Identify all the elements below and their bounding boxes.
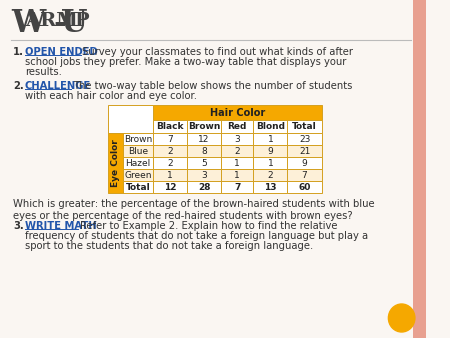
- Bar: [123, 133, 153, 145]
- Text: 5: 5: [201, 159, 207, 168]
- Text: 3: 3: [201, 170, 207, 179]
- Bar: [187, 120, 221, 133]
- Text: W: W: [11, 8, 45, 39]
- Text: 7: 7: [302, 170, 307, 179]
- Bar: [221, 169, 253, 181]
- Text: The two-way table below shows the number of students: The two-way table below shows the number…: [73, 81, 352, 91]
- Text: 21: 21: [299, 146, 310, 155]
- Text: Blond: Blond: [256, 122, 285, 131]
- Text: 1: 1: [234, 159, 240, 168]
- Text: OPEN ENDED: OPEN ENDED: [25, 47, 97, 57]
- Bar: [153, 181, 187, 193]
- Bar: [153, 157, 187, 169]
- Text: sport to the students that do not take a foreign language.: sport to the students that do not take a…: [25, 241, 313, 251]
- Text: with each hair color and eye color.: with each hair color and eye color.: [25, 91, 197, 101]
- Text: 1: 1: [234, 170, 240, 179]
- Bar: [221, 133, 253, 145]
- Bar: [253, 145, 288, 157]
- Text: 13: 13: [264, 183, 277, 192]
- Text: Which is greater: the percentage of the brown-haired students with blue
eyes or : Which is greater: the percentage of the …: [13, 199, 375, 221]
- Bar: [108, 133, 123, 193]
- Circle shape: [388, 304, 415, 332]
- Bar: [123, 157, 153, 169]
- Text: 8: 8: [201, 146, 207, 155]
- Text: 9: 9: [302, 159, 307, 168]
- Text: Total: Total: [292, 122, 317, 131]
- Bar: [108, 105, 153, 133]
- Text: 1.: 1.: [13, 47, 24, 57]
- Bar: [288, 145, 322, 157]
- Text: Brown: Brown: [188, 122, 220, 131]
- Text: Hazel: Hazel: [125, 159, 150, 168]
- Bar: [123, 181, 153, 193]
- Text: Green: Green: [124, 170, 152, 179]
- Bar: [123, 169, 153, 181]
- Bar: [153, 169, 187, 181]
- Bar: [288, 120, 322, 133]
- Text: 12: 12: [198, 135, 210, 144]
- Text: results.: results.: [25, 67, 62, 77]
- Bar: [221, 157, 253, 169]
- Text: Total: Total: [126, 183, 150, 192]
- Text: Blue: Blue: [128, 146, 148, 155]
- Text: 2: 2: [234, 146, 240, 155]
- Bar: [253, 169, 288, 181]
- Text: 2: 2: [268, 170, 273, 179]
- Text: 1: 1: [268, 159, 273, 168]
- Bar: [288, 133, 322, 145]
- Text: Red: Red: [228, 122, 247, 131]
- Text: Survey your classmates to find out what kinds of after: Survey your classmates to find out what …: [82, 47, 353, 57]
- Bar: [187, 169, 221, 181]
- Text: 3.: 3.: [13, 221, 24, 231]
- Bar: [187, 133, 221, 145]
- Text: 60: 60: [298, 183, 311, 192]
- Text: Refer to Example 2. Explain how to find the relative: Refer to Example 2. Explain how to find …: [80, 221, 337, 231]
- Bar: [153, 133, 187, 145]
- Bar: [253, 120, 288, 133]
- Text: 2: 2: [167, 159, 173, 168]
- Bar: [221, 145, 253, 157]
- Text: 7: 7: [167, 135, 173, 144]
- Text: 28: 28: [198, 183, 211, 192]
- Bar: [153, 105, 322, 120]
- Text: -: -: [53, 8, 66, 39]
- Text: ARM: ARM: [25, 12, 77, 30]
- Bar: [288, 157, 322, 169]
- Bar: [221, 120, 253, 133]
- Text: Eye Color: Eye Color: [111, 139, 120, 187]
- Bar: [153, 120, 187, 133]
- Text: school jobs they prefer. Make a two-way table that displays your: school jobs they prefer. Make a two-way …: [25, 57, 346, 67]
- Text: P: P: [74, 12, 89, 30]
- Text: 7: 7: [234, 183, 240, 192]
- Bar: [153, 145, 187, 157]
- Text: 1: 1: [167, 170, 173, 179]
- Text: 12: 12: [164, 183, 176, 192]
- Text: Hair Color: Hair Color: [210, 107, 265, 118]
- Bar: [187, 157, 221, 169]
- Bar: [288, 181, 322, 193]
- Text: 23: 23: [299, 135, 310, 144]
- Text: Brown: Brown: [124, 135, 152, 144]
- Bar: [288, 169, 322, 181]
- Text: 2: 2: [167, 146, 173, 155]
- Text: 9: 9: [268, 146, 273, 155]
- Text: Black: Black: [156, 122, 184, 131]
- Bar: [253, 157, 288, 169]
- Text: 3: 3: [234, 135, 240, 144]
- Bar: [187, 181, 221, 193]
- Bar: [253, 133, 288, 145]
- Text: CHALLENGE: CHALLENGE: [25, 81, 91, 91]
- Text: 2.: 2.: [13, 81, 24, 91]
- Text: U: U: [61, 8, 87, 39]
- Bar: [253, 181, 288, 193]
- Bar: [187, 145, 221, 157]
- Bar: [123, 145, 153, 157]
- Text: frequency of students that do not take a foreign language but play a: frequency of students that do not take a…: [25, 231, 368, 241]
- Text: WRITE MATH: WRITE MATH: [25, 221, 96, 231]
- Bar: [221, 181, 253, 193]
- Text: 1: 1: [268, 135, 273, 144]
- Bar: [413, 0, 426, 338]
